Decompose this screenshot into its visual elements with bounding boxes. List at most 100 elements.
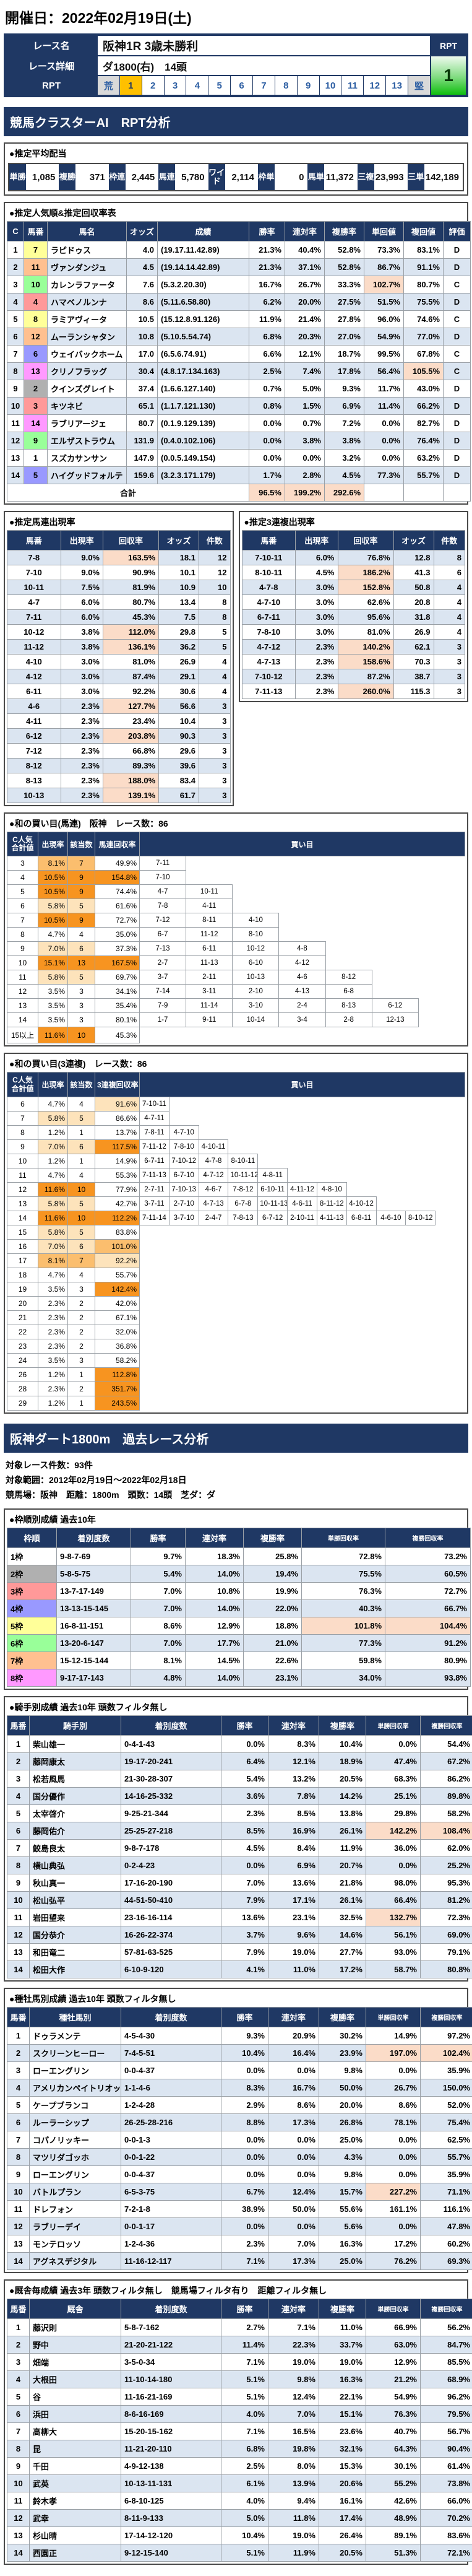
ranking-seiseki: (5.11.6.58.80) — [158, 294, 249, 311]
kaime-roi: 351.7% — [95, 1382, 140, 1396]
filler-cell — [233, 885, 465, 899]
shuboba-num: 14 — [7, 2252, 30, 2269]
kaime-roi: 55.7% — [95, 1268, 140, 1282]
umaren-roi: 92.2% — [103, 684, 159, 699]
rpt-scale-cell: 荒 — [98, 76, 119, 95]
kaime-roi: 167.5% — [95, 956, 140, 970]
kaime-rate: 8.1% — [38, 1253, 68, 1268]
kaime-sum: 12 — [7, 1182, 38, 1196]
pick-cell: 4-7-8 — [199, 1154, 228, 1168]
kishu-tan: 142.2% — [366, 1822, 421, 1839]
kishu-name: 柴山雄一 — [30, 1735, 121, 1752]
shuboba-seiseki: 7-4-5-51 — [121, 2044, 221, 2061]
kyusha-ren: 7.1% — [268, 2318, 319, 2336]
ranking-win: 21.3% — [249, 242, 285, 259]
col-fukushoritsu: 複勝率 — [319, 2299, 366, 2318]
kyusha-name: 西園正 — [30, 2544, 121, 2561]
shuboba-tan: 17.2% — [366, 2235, 421, 2252]
section-title-past-analysis: 阪神ダート1800m 過去レース分析 — [4, 1424, 468, 1453]
filler-cell — [279, 913, 465, 928]
kaime-count: 1 — [68, 1154, 95, 1168]
kyusha-name: 谷 — [30, 2388, 121, 2405]
kyusha-win: 5.1% — [221, 2370, 268, 2388]
target-range: 対象範囲：2012年02月19日～2022年02月18日 — [4, 1473, 468, 1487]
wakujun-seiseki: 16-8-11-151 — [57, 1617, 131, 1634]
pick-cell: 4-11-12 — [288, 1182, 317, 1196]
kaime-roi: 49.9% — [95, 856, 140, 871]
umaren-pair: 7-8 — [7, 550, 61, 565]
filler-cell — [140, 1367, 465, 1382]
kyusha-tan: 30.1% — [366, 2457, 421, 2474]
ranking-fukukai: 67.8% — [404, 346, 444, 363]
payout-type-label: 複勝 — [59, 164, 75, 190]
ranking-num: 11 — [24, 259, 48, 276]
umaren-roi: 203.8% — [103, 729, 159, 744]
kyusha-win: 5.0% — [221, 2509, 268, 2526]
shuboba-num: 7 — [7, 2131, 30, 2148]
pick-cell: 8-10 — [233, 928, 279, 942]
kishu-fuku: 20.7% — [319, 1856, 366, 1874]
kyusha-ren: 19.0% — [268, 2353, 319, 2370]
kishu-name: 横山典弘 — [30, 1856, 121, 1874]
shuboba-fuku: 5.6% — [319, 2217, 366, 2235]
col-fukushoritsu: 複勝率 — [244, 1528, 302, 1547]
kyusha-win: 4.0% — [221, 2492, 268, 2509]
kyusha-fuku: 33.7% — [319, 2336, 366, 2353]
kishu-num: 2 — [7, 1752, 30, 1770]
kishu-fuku: 20.5% — [319, 1770, 366, 1787]
umaren-pair: 11-12 — [7, 640, 61, 655]
ranking-eval: D — [444, 450, 471, 467]
kaime-rate: 4.7% — [38, 1168, 68, 1182]
ranking-name: キツネビ — [48, 398, 127, 415]
col-rentairitsu: 連対率 — [268, 1715, 319, 1735]
rpt-header: RPT — [431, 35, 466, 56]
kishu-ren: 11.0% — [268, 1960, 319, 1978]
sanrenpuku-count: 4 — [434, 595, 465, 610]
umaren-rate: 6.0% — [61, 595, 103, 610]
col-umaban: 馬番 — [7, 1715, 30, 1735]
ranking-name: エルザストラウム — [48, 432, 127, 450]
kyusha-ren: 9.4% — [268, 2492, 319, 2509]
umaren-rate: 3.8% — [61, 640, 103, 655]
kaime-count: 3 — [68, 985, 95, 999]
kaime-roi: 80.1% — [95, 1013, 140, 1027]
kaime-sum: 13 — [7, 1196, 38, 1211]
kishu-fuku: 27.7% — [319, 1943, 366, 1960]
ranking-seiseki: (5.3.2.20.30) — [158, 276, 249, 294]
kyusha-num: 6 — [7, 2405, 30, 2422]
total-label: 合計 — [7, 484, 249, 502]
col-shoritsu: 勝率 — [221, 2007, 268, 2027]
kyusha-win: 4.0% — [221, 2405, 268, 2422]
ranking-name: ハイグッドフォルテ — [48, 467, 127, 484]
kyusha-fukukai: 79.5% — [421, 2405, 472, 2422]
kaime-rate: 7.0% — [38, 1239, 68, 1253]
pick-cell: 7-11-12 — [140, 1139, 169, 1154]
ranking-ren: 1.5% — [285, 398, 325, 415]
kaime-sum: 9 — [7, 942, 38, 956]
kaime-sum: 14 — [7, 1211, 38, 1225]
sanrenpuku-pair: 8-10-11 — [242, 565, 296, 580]
kishu-tan: 68.3% — [366, 1770, 421, 1787]
ranking-fukukai: 105.5% — [404, 363, 444, 380]
col-fukusho-kaishu: 複勝回収率 — [385, 1528, 471, 1547]
sanrenpuku-roi: 87.2% — [338, 669, 393, 684]
kishu-fuku: 11.9% — [319, 1839, 366, 1856]
pick-cell: 2-7-11 — [140, 1182, 169, 1196]
kaime-rate: 1.2% — [38, 1396, 68, 1410]
kyusha-win: 7.1% — [221, 2353, 268, 2370]
ranking-seiseki: (0.1.9.129.139) — [158, 415, 249, 432]
shuboba-name: コパノリッキー — [30, 2131, 121, 2148]
